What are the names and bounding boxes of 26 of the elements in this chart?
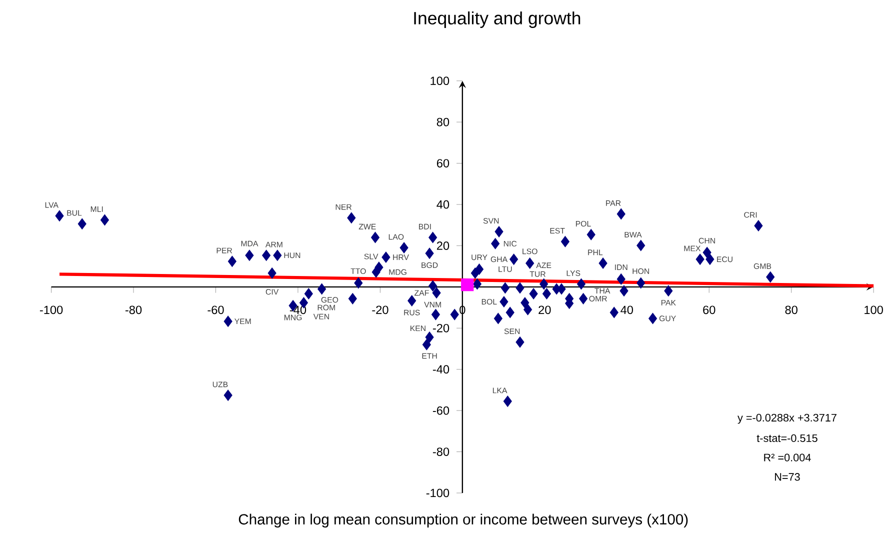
y-tick-label: 100 xyxy=(430,76,450,85)
x-tick-label: -60 xyxy=(208,306,224,314)
x-tick-label: -40 xyxy=(290,306,306,314)
x-tick-label: -80 xyxy=(125,306,142,314)
chart-title: Inequality and growth xyxy=(414,11,580,28)
annotation: t-stat=-0.515 xyxy=(756,434,818,442)
x-tick-label: -20 xyxy=(372,306,388,314)
x-tick-label: 60 xyxy=(703,306,716,314)
annotation: y =-0.0288x +3.3717 xyxy=(738,414,836,424)
x-tick-label: 100 xyxy=(864,306,883,314)
x-tick-label: 40 xyxy=(620,306,633,314)
y-tick-label: 60 xyxy=(436,158,450,168)
x-tick-label: -100 xyxy=(40,306,63,314)
annotation: N=73 xyxy=(775,472,800,481)
y-tick-label: 20 xyxy=(436,241,450,250)
x-axis-title: Change in log mean consumption or income between surveys (x100) xyxy=(238,514,688,528)
y-tick-label: 80 xyxy=(436,118,450,126)
y-tick-label: 40 xyxy=(436,200,450,208)
y-tick-label: -20 xyxy=(432,324,450,332)
y-tick-label: -40 xyxy=(432,364,450,374)
y-tick-label: -80 xyxy=(432,447,450,456)
annotation: R² =0.004 xyxy=(764,454,811,462)
x-tick-label: 20 xyxy=(538,306,551,314)
y-tick-label: -60 xyxy=(432,406,450,415)
x-tick-label: 80 xyxy=(785,306,798,314)
y-tick-label: -100 xyxy=(426,488,450,497)
